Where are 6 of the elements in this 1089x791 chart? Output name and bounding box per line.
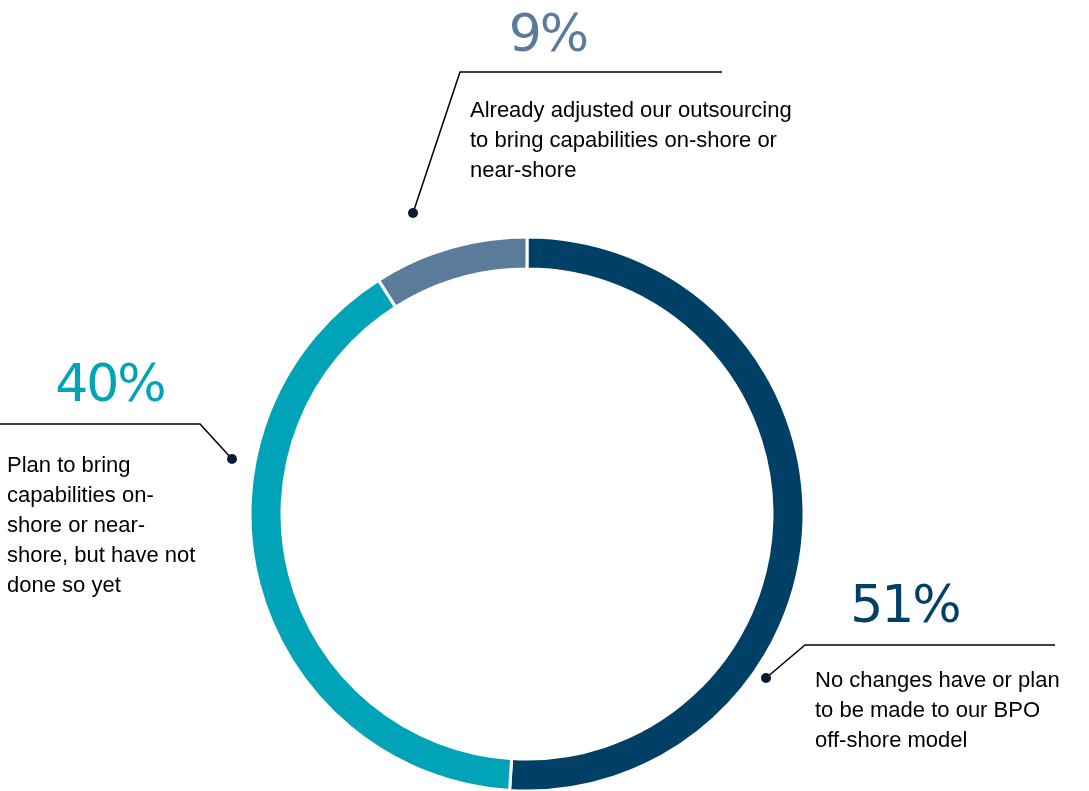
slice-label: Plan to bring capabilities on-shore or near-shore, but have not done so yet (7, 452, 196, 597)
slice-label: Already adjusted our outsourcing to bring capabilities on-shore or near-shore (470, 97, 792, 182)
slice-label: No changes have or plan to be made to our BPO off-shore model (815, 667, 1060, 752)
data-label: 9% (508, 3, 588, 63)
data-label: 40% (55, 353, 165, 413)
data-label: 51% (850, 574, 960, 634)
